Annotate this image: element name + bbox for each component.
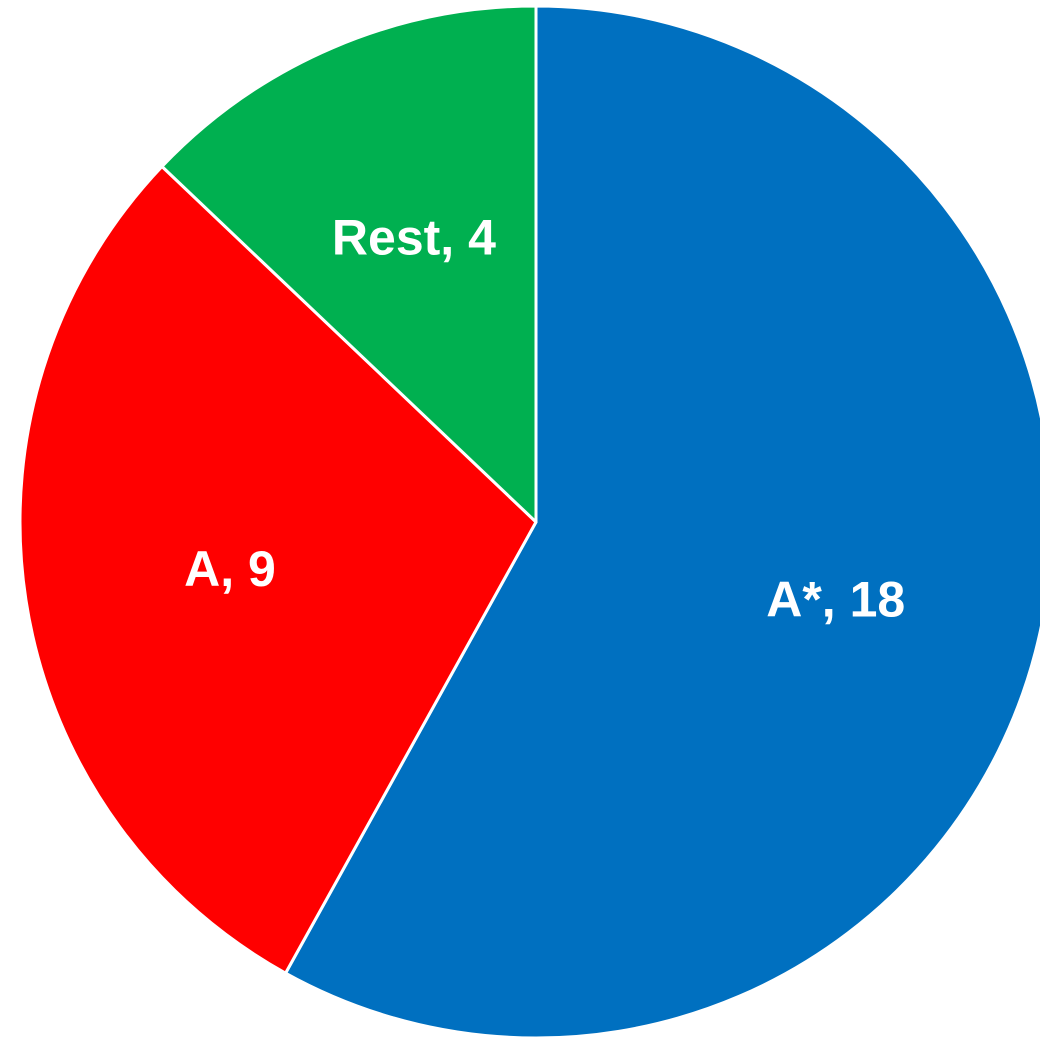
pie-slice-labels: A*, 18 A, 9 Rest, 4 — [184, 209, 905, 627]
pie-slice-label: Rest, 4 — [332, 209, 496, 265]
pie-slice-rest — [160, 4, 538, 524]
pie-slice-label: A, 9 — [184, 541, 276, 597]
pie-slice-astar — [284, 4, 1040, 1039]
pie-slices — [18, 4, 1040, 1039]
pie-slice-a — [18, 164, 538, 975]
pie-slice-label: A*, 18 — [766, 572, 905, 628]
